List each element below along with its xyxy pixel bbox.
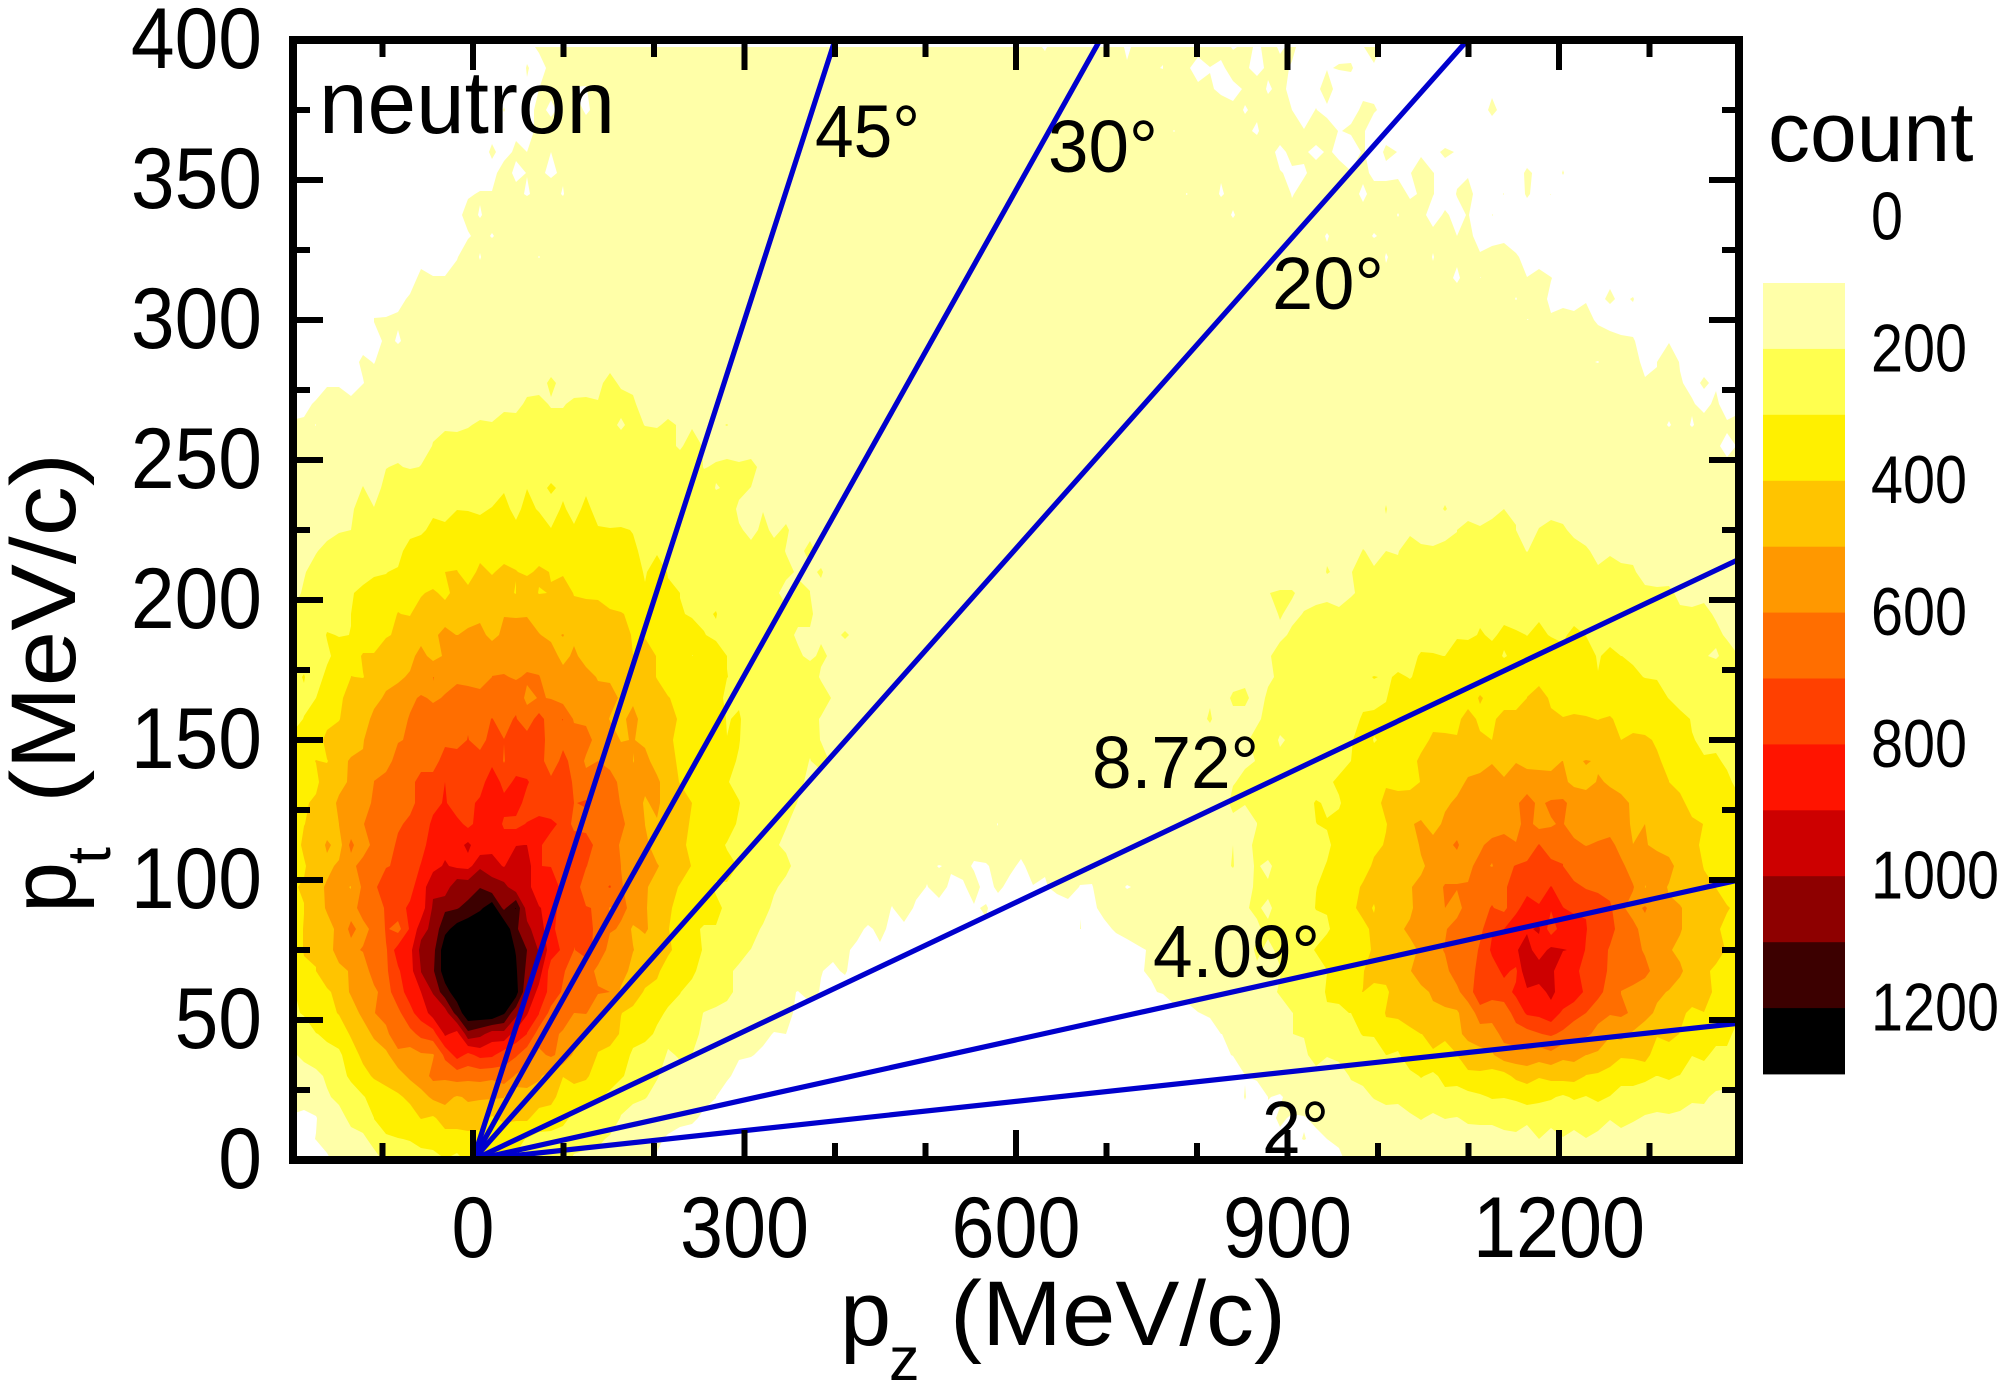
svg-text:0: 0 bbox=[218, 1111, 262, 1207]
svg-text:(MeV/c): (MeV/c) bbox=[0, 453, 95, 803]
svg-text:p: p bbox=[840, 1263, 891, 1365]
svg-text:900: 900 bbox=[1223, 1180, 1352, 1276]
svg-text:20°: 20° bbox=[1272, 242, 1384, 325]
svg-text:4.09°: 4.09° bbox=[1153, 910, 1320, 993]
svg-text:1000: 1000 bbox=[1871, 839, 1999, 914]
svg-text:400: 400 bbox=[131, 0, 262, 87]
svg-text:0: 0 bbox=[452, 1180, 495, 1276]
svg-text:1200: 1200 bbox=[1871, 970, 1999, 1045]
svg-text:400: 400 bbox=[1871, 443, 1967, 518]
svg-text:(MeV/c): (MeV/c) bbox=[950, 1263, 1286, 1365]
svg-text:200: 200 bbox=[131, 551, 262, 647]
svg-text:1200: 1200 bbox=[1473, 1180, 1645, 1276]
svg-text:8.72°: 8.72° bbox=[1092, 721, 1259, 804]
svg-text:250: 250 bbox=[131, 411, 262, 507]
svg-text:2°: 2° bbox=[1262, 1086, 1329, 1169]
svg-text:200: 200 bbox=[1871, 311, 1967, 386]
svg-text:0: 0 bbox=[1871, 180, 1903, 255]
svg-text:45°: 45° bbox=[815, 90, 920, 173]
svg-text:count: count bbox=[1768, 85, 1974, 179]
svg-text:t: t bbox=[55, 847, 123, 864]
svg-text:350: 350 bbox=[131, 131, 262, 227]
svg-text:z: z bbox=[889, 1325, 920, 1389]
svg-text:neutron: neutron bbox=[319, 52, 615, 152]
svg-text:600: 600 bbox=[1871, 575, 1967, 650]
svg-text:30°: 30° bbox=[1048, 105, 1158, 188]
svg-text:600: 600 bbox=[952, 1180, 1081, 1276]
svg-text:100: 100 bbox=[131, 831, 262, 927]
svg-text:800: 800 bbox=[1871, 707, 1967, 782]
svg-text:300: 300 bbox=[680, 1180, 809, 1276]
svg-text:150: 150 bbox=[131, 691, 262, 787]
svg-text:50: 50 bbox=[175, 971, 262, 1067]
svg-text:300: 300 bbox=[131, 271, 262, 367]
svg-text:p: p bbox=[0, 862, 95, 913]
